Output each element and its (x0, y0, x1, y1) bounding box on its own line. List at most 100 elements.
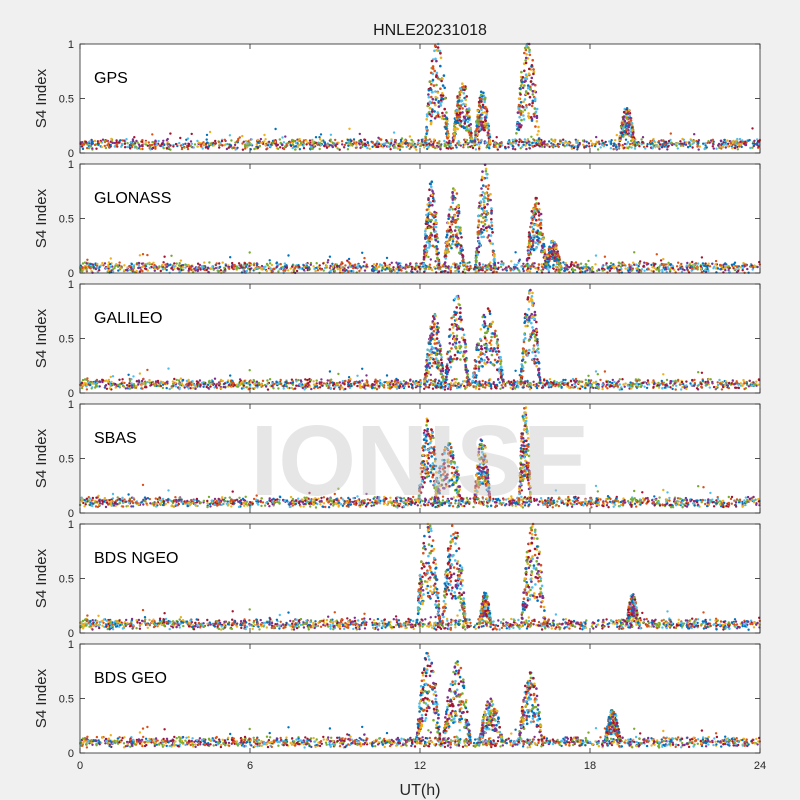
data-point (295, 141, 298, 145)
data-point (473, 140, 477, 143)
data-point (342, 266, 345, 269)
data-point (633, 141, 636, 144)
data-point (523, 46, 527, 50)
data-point (82, 143, 86, 146)
data-point (679, 140, 682, 143)
data-point (449, 205, 453, 209)
data-point (453, 214, 456, 217)
data-point (296, 146, 299, 149)
data-point (628, 263, 631, 266)
data-point (305, 266, 308, 270)
data-point (504, 145, 507, 149)
data-point (523, 76, 527, 80)
data-point (311, 147, 314, 150)
data-point (224, 264, 228, 267)
data-point (389, 143, 392, 146)
data-point (527, 115, 530, 118)
data-point (427, 198, 430, 201)
data-point (242, 140, 245, 143)
data-point (526, 267, 530, 270)
data-point (600, 139, 604, 142)
data-point (552, 139, 555, 143)
data-point (484, 118, 487, 122)
data-point (474, 265, 477, 269)
data-point (716, 383, 720, 387)
data-point (540, 265, 544, 268)
data-point (468, 267, 471, 271)
data-point (557, 268, 561, 271)
data-point (457, 265, 460, 269)
data-point (500, 141, 503, 145)
data-point (547, 140, 551, 143)
data-point (430, 193, 434, 197)
data-point (531, 93, 535, 96)
data-point (192, 146, 195, 149)
data-point (428, 182, 432, 186)
data-point (126, 142, 129, 145)
data-point (572, 146, 576, 150)
data-point (352, 138, 356, 141)
data-point (481, 170, 484, 173)
data-point (428, 142, 431, 145)
data-point (608, 380, 612, 384)
data-point (349, 142, 352, 145)
data-point (294, 148, 297, 151)
data-point (453, 136, 456, 140)
data-point (437, 100, 441, 103)
data-point (522, 269, 525, 273)
data-point (588, 145, 591, 148)
data-point (527, 250, 530, 254)
data-point (363, 138, 366, 141)
data-point (189, 140, 193, 143)
panel-background (80, 284, 760, 393)
data-point (519, 147, 522, 150)
data-point (641, 140, 644, 144)
data-point (423, 267, 426, 270)
data-point (527, 256, 531, 260)
data-point (524, 90, 528, 93)
data-point (706, 265, 709, 269)
data-point (201, 147, 204, 150)
data-point (164, 263, 167, 266)
data-point (109, 263, 112, 266)
data-point (638, 145, 641, 148)
data-point (146, 269, 149, 272)
data-point (246, 142, 249, 145)
data-point (736, 142, 739, 145)
data-point (340, 140, 344, 143)
data-point (493, 257, 496, 260)
data-point (379, 143, 383, 146)
data-point (449, 140, 453, 143)
data-point (628, 142, 632, 146)
data-point (485, 176, 489, 180)
data-point (241, 142, 244, 145)
data-point (408, 147, 411, 151)
data-point (464, 98, 468, 101)
data-point (109, 257, 113, 260)
data-point (528, 95, 532, 99)
data-point (602, 269, 605, 272)
data-point (190, 268, 193, 272)
data-point (427, 88, 431, 92)
data-point (439, 56, 443, 60)
data-point (485, 172, 488, 176)
data-point (599, 146, 602, 149)
data-point (534, 110, 538, 114)
data-point (428, 113, 432, 116)
data-point (344, 264, 347, 267)
data-point (334, 138, 337, 142)
data-point (474, 133, 477, 137)
data-point (445, 119, 449, 123)
data-point (248, 143, 251, 147)
data-point (176, 144, 179, 148)
data-point (291, 141, 294, 144)
data-point (484, 192, 488, 195)
data-point (196, 145, 199, 148)
data-point (445, 245, 448, 248)
data-point (155, 142, 158, 146)
data-point (693, 133, 696, 136)
data-point (203, 142, 206, 146)
y-axis-label: S4 Index (33, 68, 50, 128)
data-point (523, 138, 527, 141)
data-point (463, 88, 466, 92)
